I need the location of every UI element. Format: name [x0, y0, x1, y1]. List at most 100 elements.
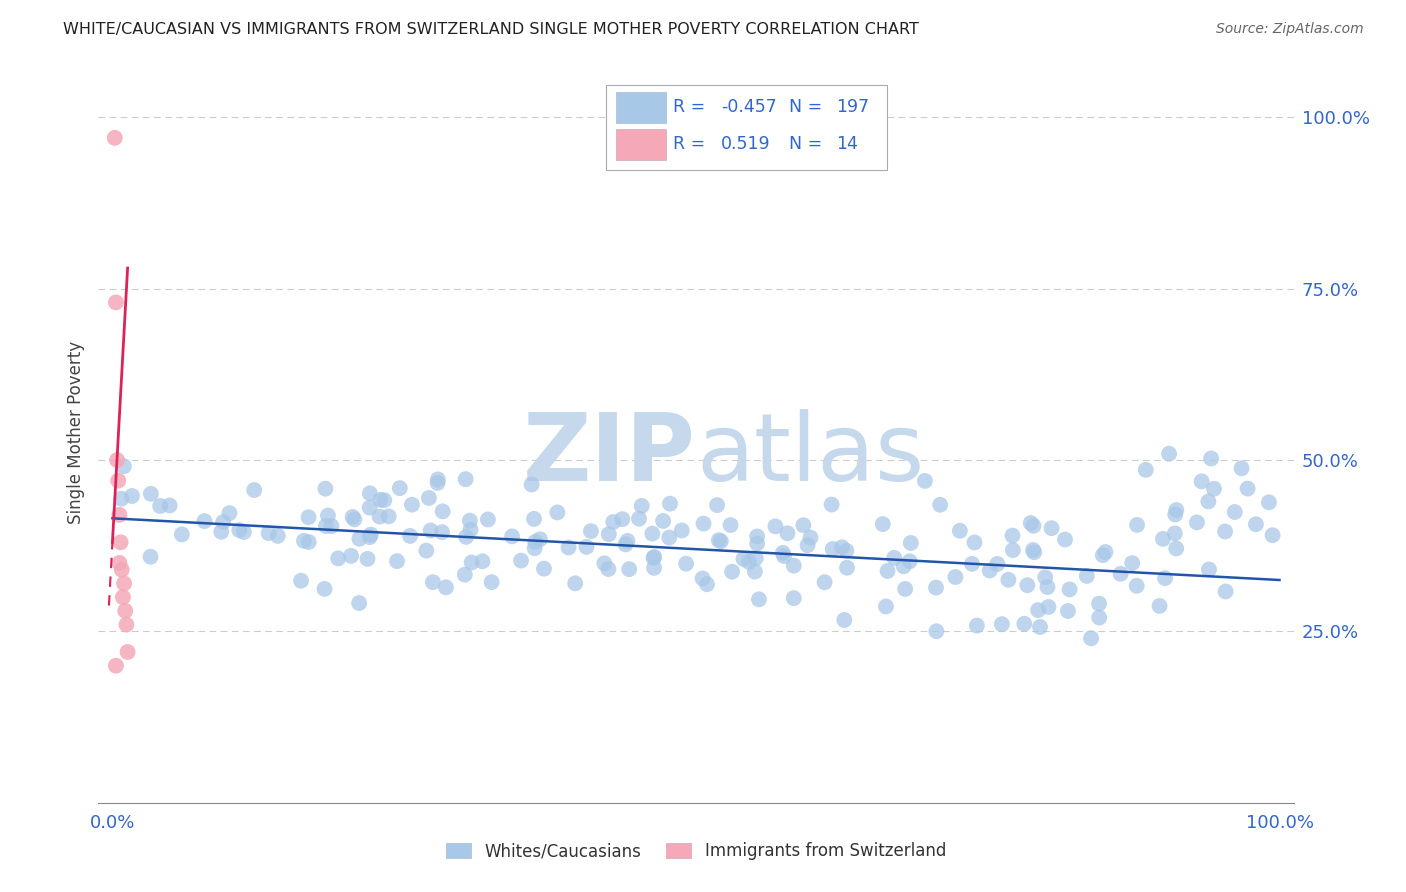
Point — [738, 555, 761, 569]
Point — [170, 527, 193, 541]
Point — [616, 533, 638, 548]
Point — [243, 483, 266, 497]
Point — [720, 518, 742, 533]
Point — [107, 474, 129, 488]
Point — [707, 533, 730, 548]
Point — [115, 617, 138, 632]
Point — [641, 526, 664, 541]
Point — [388, 481, 411, 495]
Point — [1109, 566, 1132, 581]
Point — [914, 474, 936, 488]
Point — [347, 596, 370, 610]
Text: ZIP: ZIP — [523, 409, 696, 500]
Point — [297, 510, 319, 524]
Point — [104, 131, 127, 145]
Point — [979, 564, 1001, 578]
Point — [117, 645, 139, 659]
FancyBboxPatch shape — [616, 129, 666, 161]
Point — [960, 557, 983, 571]
Point — [1191, 475, 1213, 489]
Point — [471, 554, 494, 568]
Point — [149, 499, 172, 513]
Point — [883, 550, 905, 565]
Point — [1001, 543, 1024, 558]
Point — [898, 554, 921, 568]
Point — [111, 590, 134, 604]
Point — [1040, 521, 1063, 535]
Text: R =: R = — [673, 135, 717, 153]
Point — [343, 512, 366, 526]
Point — [949, 524, 972, 538]
Point — [799, 531, 821, 545]
Text: 197: 197 — [835, 98, 869, 116]
Point — [524, 534, 547, 549]
Point — [193, 514, 215, 528]
Point — [1001, 528, 1024, 542]
Point — [744, 565, 766, 579]
Point — [1202, 482, 1225, 496]
Point — [315, 519, 337, 533]
Point — [696, 577, 718, 591]
Point — [1164, 508, 1187, 522]
Point — [772, 546, 794, 560]
Point — [894, 582, 917, 596]
Point — [658, 531, 681, 545]
Point — [1244, 517, 1267, 532]
Point — [360, 527, 382, 541]
Point — [876, 564, 898, 578]
Point — [1019, 516, 1042, 530]
Point — [602, 515, 624, 529]
Point — [228, 523, 250, 537]
Point — [321, 519, 343, 533]
Point — [257, 526, 280, 541]
Point — [326, 551, 349, 566]
Point — [834, 613, 856, 627]
Y-axis label: Single Mother Poverty: Single Mother Poverty — [66, 341, 84, 524]
Point — [1076, 569, 1098, 583]
Point — [748, 592, 770, 607]
Point — [110, 535, 132, 549]
Point — [340, 549, 363, 563]
Point — [1121, 556, 1143, 570]
Point — [314, 582, 336, 596]
Point — [628, 511, 651, 525]
Point — [1258, 495, 1281, 509]
Point — [773, 549, 796, 563]
Point — [929, 498, 952, 512]
Point — [454, 472, 477, 486]
Point — [1185, 516, 1208, 530]
Point — [1215, 584, 1237, 599]
Point — [460, 523, 482, 537]
Point — [359, 530, 381, 544]
Point — [523, 512, 546, 526]
Point — [614, 537, 637, 551]
Point — [710, 534, 733, 549]
Text: 0.519: 0.519 — [721, 135, 770, 153]
Legend: Whites/Caucasians, Immigrants from Switzerland: Whites/Caucasians, Immigrants from Switz… — [437, 834, 955, 869]
Text: -0.457: -0.457 — [721, 98, 778, 116]
Point — [579, 524, 602, 538]
Point — [835, 560, 858, 574]
Point — [349, 532, 371, 546]
Point — [593, 557, 616, 571]
Point — [359, 500, 381, 515]
Point — [831, 541, 853, 555]
Text: Source: ZipAtlas.com: Source: ZipAtlas.com — [1216, 22, 1364, 37]
Point — [733, 552, 755, 566]
Point — [533, 562, 555, 576]
Point — [1017, 578, 1039, 592]
Point — [598, 562, 620, 576]
Point — [643, 551, 665, 566]
Point — [370, 492, 392, 507]
Point — [875, 599, 897, 614]
Point — [925, 624, 948, 639]
Point — [986, 557, 1008, 571]
Point — [430, 525, 453, 540]
Point — [267, 529, 290, 543]
Point — [218, 506, 240, 520]
Point — [1125, 579, 1147, 593]
Point — [1033, 570, 1056, 584]
Point — [1036, 580, 1059, 594]
Point — [401, 498, 423, 512]
Point — [108, 556, 131, 570]
